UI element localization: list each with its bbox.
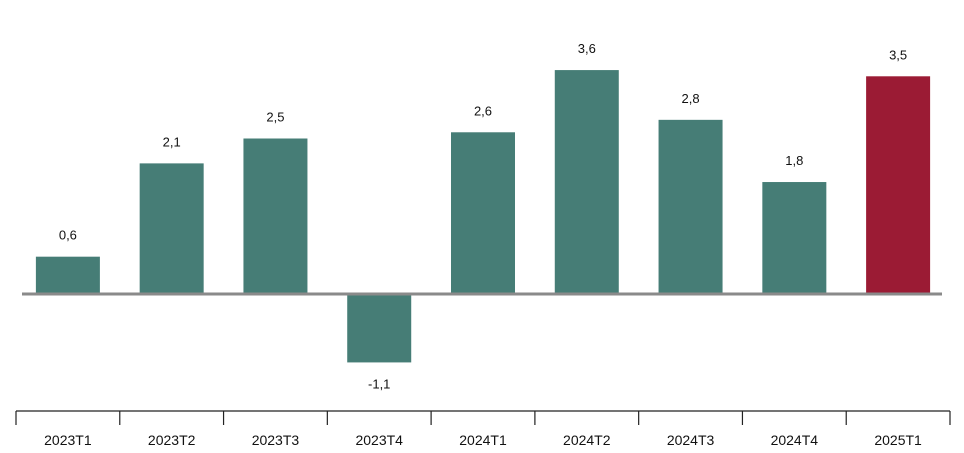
data-label-2023T4: -1,1	[368, 376, 390, 391]
x-tick-label-2024T3: 2024T3	[667, 432, 715, 448]
x-tick-label-2023T3: 2023T3	[252, 432, 300, 448]
bar-2023T4	[347, 294, 412, 363]
data-label-2024T3: 2,8	[682, 91, 700, 106]
data-label-2024T1: 2,6	[474, 103, 492, 118]
data-label-2025T1: 3,5	[889, 47, 907, 62]
bar-2024T1	[451, 132, 515, 294]
data-label-2024T2: 3,6	[578, 41, 596, 56]
bar-2023T3	[243, 138, 308, 294]
x-tick-label-2024T1: 2024T1	[459, 432, 507, 448]
x-tick-label-2025T1: 2025T1	[874, 432, 922, 448]
bar-2025T1	[866, 76, 931, 294]
bar-2023T2	[139, 163, 204, 294]
x-tick-label-2023T1: 2023T1	[44, 432, 92, 448]
x-axis: 2023T1 2023T2 2023T3 2023T4 2024T1 2024T2 2024…	[15, 410, 951, 448]
x-tick-label-2024T2: 2024T2	[563, 432, 611, 448]
bar-2023T1	[35, 256, 100, 294]
bar-2024T2	[554, 70, 619, 294]
data-label-2024T4: 1,8	[785, 153, 803, 168]
bar-2024T3	[658, 119, 723, 294]
bars-group	[35, 70, 931, 363]
x-tick-label-2023T2: 2023T2	[148, 432, 196, 448]
bar-2024T4	[762, 182, 827, 294]
data-label-2023T1: 0,6	[59, 228, 77, 243]
x-tick-label-2023T4: 2023T4	[355, 432, 403, 448]
x-tick-label-2024T4: 2024T4	[771, 432, 819, 448]
data-labels-group: 0,6 2,1 2,5 -1,1 2,6 3,6 2,8 1,8 3,5	[59, 41, 907, 391]
data-label-2023T2: 2,1	[163, 134, 181, 149]
data-label-2023T3: 2,5	[266, 110, 284, 125]
